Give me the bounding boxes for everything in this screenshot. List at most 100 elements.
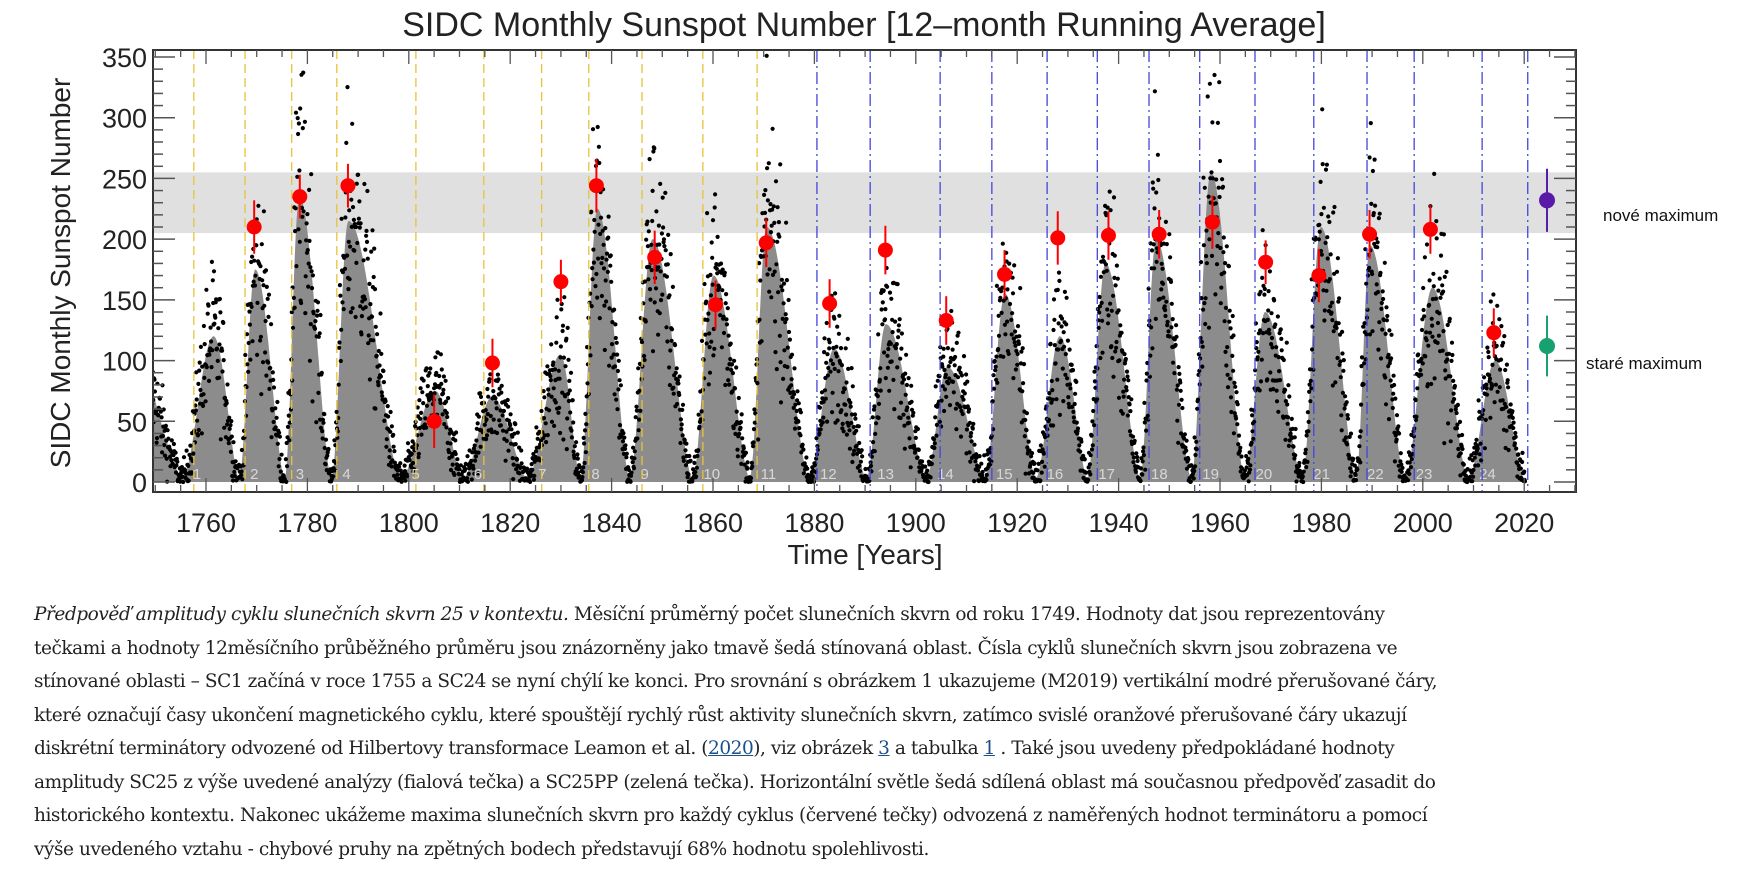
monthly-dot: [722, 270, 727, 275]
monthly-dot: [850, 459, 855, 465]
monthly-dot: [897, 317, 902, 322]
monthly-dot: [699, 409, 704, 414]
monthly-dot: [315, 313, 320, 318]
monthly-dot: [849, 412, 855, 417]
monthly-dot: [636, 366, 641, 371]
monthly-dot: [515, 430, 520, 435]
monthly-dot: [1359, 402, 1364, 407]
monthly-dot: [1088, 453, 1093, 458]
monthly-dot: [1255, 355, 1260, 360]
caption-link[interactable]: 2020: [708, 738, 754, 759]
caption-text: . Také jsou uvedeny předpokládané hodnot…: [994, 738, 1395, 759]
monthly-dot: [389, 424, 394, 429]
monthly-dot: [364, 233, 369, 238]
monthly-dot: [616, 358, 621, 363]
monthly-dot: [1236, 442, 1241, 447]
monthly-dot: [656, 223, 662, 228]
monthly-dot: [1059, 324, 1064, 329]
monthly-dot: [354, 181, 359, 186]
monthly-dot: [958, 405, 963, 410]
monthly-dot: [511, 477, 516, 482]
monthly-dot: [1142, 400, 1147, 405]
monthly-dot: [1016, 341, 1022, 346]
monthly-dot: [162, 442, 167, 448]
monthly-dot: [984, 477, 989, 482]
monthly-dot: [601, 266, 607, 271]
monthly-dot: [337, 340, 342, 345]
monthly-dot: [1195, 406, 1200, 411]
cycle-maximum-point: [1204, 214, 1220, 230]
monthly-dot: [499, 390, 504, 395]
caption-link[interactable]: 3: [878, 738, 890, 759]
monthly-dot: [750, 464, 755, 469]
monthly-dot: [849, 420, 854, 426]
monthly-dot: [1145, 360, 1150, 366]
monthly-dot: [878, 388, 883, 393]
monthly-dot: [202, 375, 207, 380]
monthly-dot: [1168, 255, 1173, 260]
monthly-dot: [446, 449, 451, 455]
monthly-dot: [972, 442, 977, 447]
monthly-dot: [828, 369, 833, 374]
monthly-dot: [637, 417, 642, 422]
monthly-dot: [199, 431, 204, 436]
monthly-dot: [358, 221, 363, 226]
monthly-dot: [878, 366, 883, 371]
monthly-dot: [519, 448, 524, 453]
monthly-dot: [383, 399, 388, 404]
monthly-dot: [1086, 477, 1091, 483]
monthly-dot: [332, 468, 337, 473]
monthly-dot: [1233, 384, 1238, 389]
monthly-dot: [1092, 423, 1097, 428]
monthly-dot: [795, 389, 800, 394]
monthly-dot: [837, 313, 842, 318]
monthly-dot: [1367, 332, 1373, 337]
monthly-dot: [1254, 340, 1259, 345]
monthly-dot: [1012, 340, 1017, 345]
monthly-dot: [1307, 382, 1312, 387]
monthly-dot: [1518, 466, 1523, 471]
monthly-dot: [893, 319, 898, 324]
monthly-dot: [331, 474, 336, 479]
monthly-dot: [465, 479, 470, 484]
monthly-dot: [1047, 391, 1052, 396]
monthly-dot: [496, 377, 501, 382]
monthly-dot: [1376, 347, 1381, 352]
monthly-dot: [1223, 349, 1228, 354]
monthly-dot: [438, 400, 443, 405]
monthly-dot: [416, 451, 421, 456]
monthly-dot: [509, 427, 514, 432]
monthly-dot: [1056, 270, 1062, 275]
monthly-dot: [381, 380, 386, 385]
monthly-dot: [770, 272, 776, 277]
monthly-dot: [376, 383, 381, 388]
monthly-dot: [389, 464, 394, 469]
monthly-dot: [500, 413, 505, 418]
monthly-dot: [294, 264, 299, 269]
caption-link[interactable]: 1: [983, 738, 996, 759]
monthly-dot: [1319, 212, 1324, 217]
monthly-dot: [551, 360, 556, 365]
monthly-dot: [894, 342, 899, 347]
monthly-dot: [659, 231, 665, 236]
monthly-dot: [1292, 435, 1297, 440]
monthly-dot: [1154, 259, 1159, 264]
monthly-dot: [417, 398, 422, 403]
monthly-dot: [677, 392, 682, 397]
monthly-dot: [863, 466, 868, 472]
monthly-dot: [1300, 474, 1305, 479]
monthly-dot: [264, 284, 269, 289]
monthly-dot: [642, 353, 647, 359]
monthly-dot: [556, 368, 561, 373]
monthly-dot: [1369, 201, 1374, 206]
monthly-dot: [1386, 417, 1392, 422]
monthly-dot: [964, 372, 969, 377]
monthly-dot: [930, 454, 935, 459]
monthly-dot: [665, 339, 670, 344]
monthly-dot: [972, 479, 977, 484]
y-tick-label: 50: [117, 407, 147, 437]
monthly-dot: [1438, 295, 1443, 300]
monthly-dot: [780, 316, 785, 321]
monthly-dot: [836, 403, 841, 408]
monthly-dot: [1274, 399, 1280, 404]
